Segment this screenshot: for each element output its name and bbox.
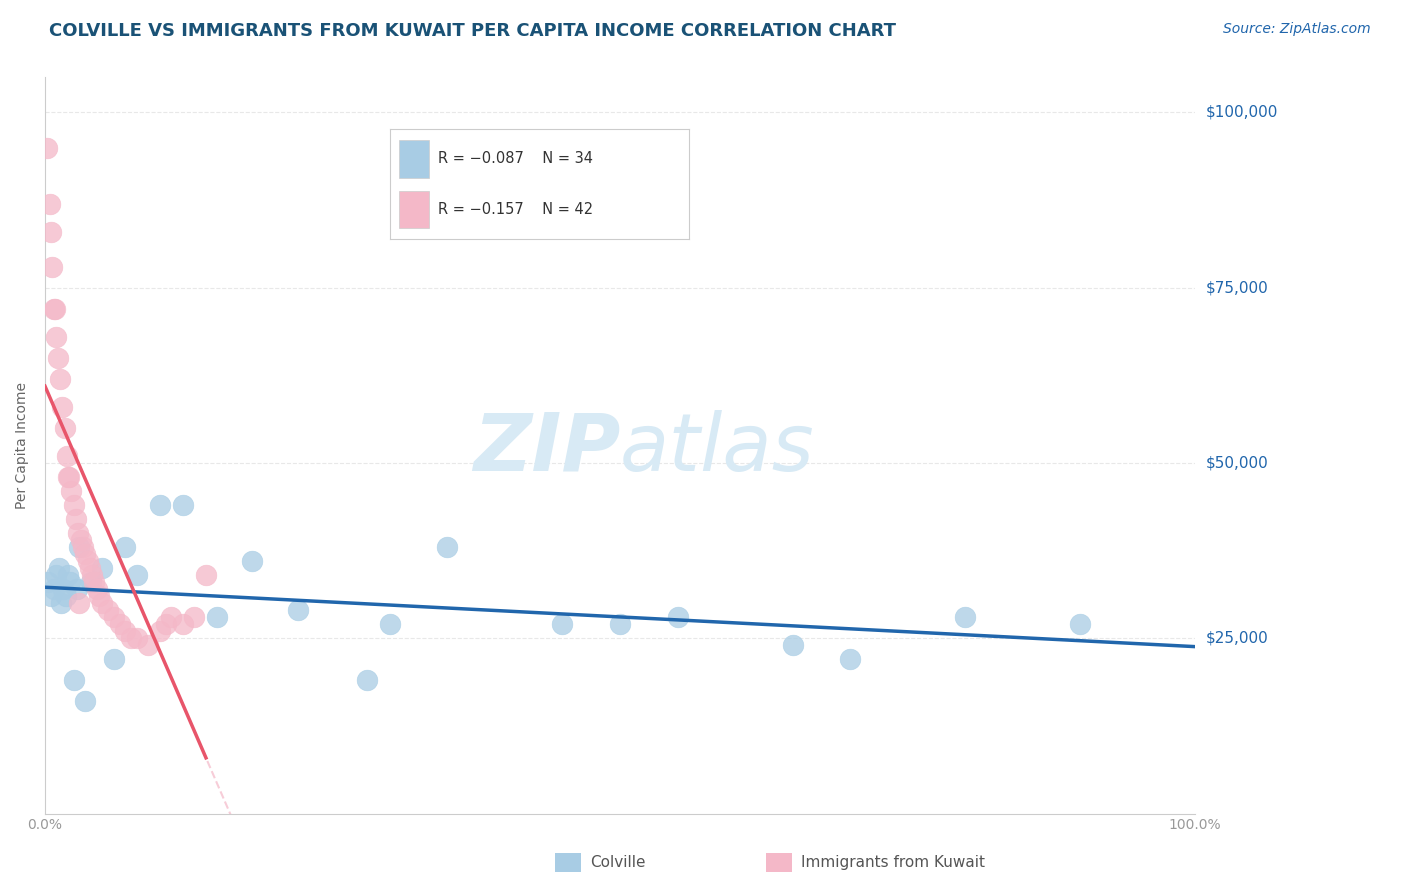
Point	[207, 610, 229, 624]
Point	[58, 470, 80, 484]
Point	[45, 330, 67, 344]
Point	[91, 596, 114, 610]
Text: Source: ZipAtlas.com: Source: ZipAtlas.com	[1223, 22, 1371, 37]
Point	[87, 589, 110, 603]
Point	[56, 568, 79, 582]
Point	[62, 498, 84, 512]
Point	[69, 533, 91, 548]
Point	[38, 196, 60, 211]
Point	[51, 400, 73, 414]
Point	[103, 652, 125, 666]
Point	[149, 624, 172, 639]
Text: $50,000: $50,000	[1206, 456, 1268, 470]
Point	[378, 617, 401, 632]
Point	[39, 225, 62, 239]
Point	[953, 610, 976, 624]
Point	[45, 568, 67, 582]
Point	[75, 694, 97, 708]
Point	[46, 351, 69, 365]
Point	[44, 301, 66, 316]
Point	[39, 589, 62, 603]
Point	[86, 582, 108, 597]
Point	[91, 561, 114, 575]
Point	[120, 632, 142, 646]
Point	[59, 575, 82, 590]
Point	[149, 498, 172, 512]
Point	[65, 512, 87, 526]
Point	[80, 575, 103, 590]
Point	[172, 498, 194, 512]
Point	[56, 470, 79, 484]
Text: Colville: Colville	[591, 855, 645, 870]
Point	[72, 540, 94, 554]
Point	[41, 260, 63, 274]
Point	[1069, 617, 1091, 632]
Point	[55, 589, 77, 603]
Point	[108, 617, 131, 632]
Text: ZIP: ZIP	[472, 410, 620, 488]
Point	[62, 673, 84, 688]
Point	[195, 568, 218, 582]
Point	[76, 554, 98, 568]
Point	[53, 421, 76, 435]
Point	[75, 547, 97, 561]
Point	[79, 561, 101, 575]
Point	[44, 301, 66, 316]
Point	[56, 449, 79, 463]
Point	[155, 617, 177, 632]
Point	[83, 575, 105, 590]
Point	[49, 372, 72, 386]
Point	[82, 568, 104, 582]
Point	[839, 652, 862, 666]
Point	[37, 575, 59, 590]
Text: $25,000: $25,000	[1206, 631, 1268, 646]
Point	[125, 632, 148, 646]
Point	[138, 638, 160, 652]
Point	[609, 617, 631, 632]
Point	[67, 526, 90, 541]
Point	[66, 582, 89, 597]
Point	[44, 582, 66, 597]
Text: COLVILLE VS IMMIGRANTS FROM KUWAIT PER CAPITA INCOME CORRELATION CHART: COLVILLE VS IMMIGRANTS FROM KUWAIT PER C…	[49, 22, 896, 40]
Point	[60, 484, 83, 499]
Point	[49, 596, 72, 610]
Point	[97, 603, 120, 617]
Point	[183, 610, 205, 624]
Point	[172, 617, 194, 632]
Point	[356, 673, 378, 688]
Point	[69, 596, 91, 610]
Point	[240, 554, 263, 568]
Point	[69, 540, 91, 554]
Point	[48, 561, 70, 575]
Point	[103, 610, 125, 624]
Point	[782, 638, 804, 652]
Text: Immigrants from Kuwait: Immigrants from Kuwait	[801, 855, 986, 870]
Point	[125, 568, 148, 582]
Point	[666, 610, 689, 624]
Point	[37, 140, 59, 154]
Point	[114, 540, 136, 554]
Text: $100,000: $100,000	[1206, 105, 1278, 120]
Text: $75,000: $75,000	[1206, 280, 1268, 295]
Point	[114, 624, 136, 639]
Point	[52, 582, 75, 597]
Text: atlas: atlas	[620, 410, 814, 488]
Point	[436, 540, 458, 554]
Point	[551, 617, 574, 632]
Point	[287, 603, 309, 617]
Point	[160, 610, 183, 624]
Y-axis label: Per Capita Income: Per Capita Income	[15, 382, 30, 509]
